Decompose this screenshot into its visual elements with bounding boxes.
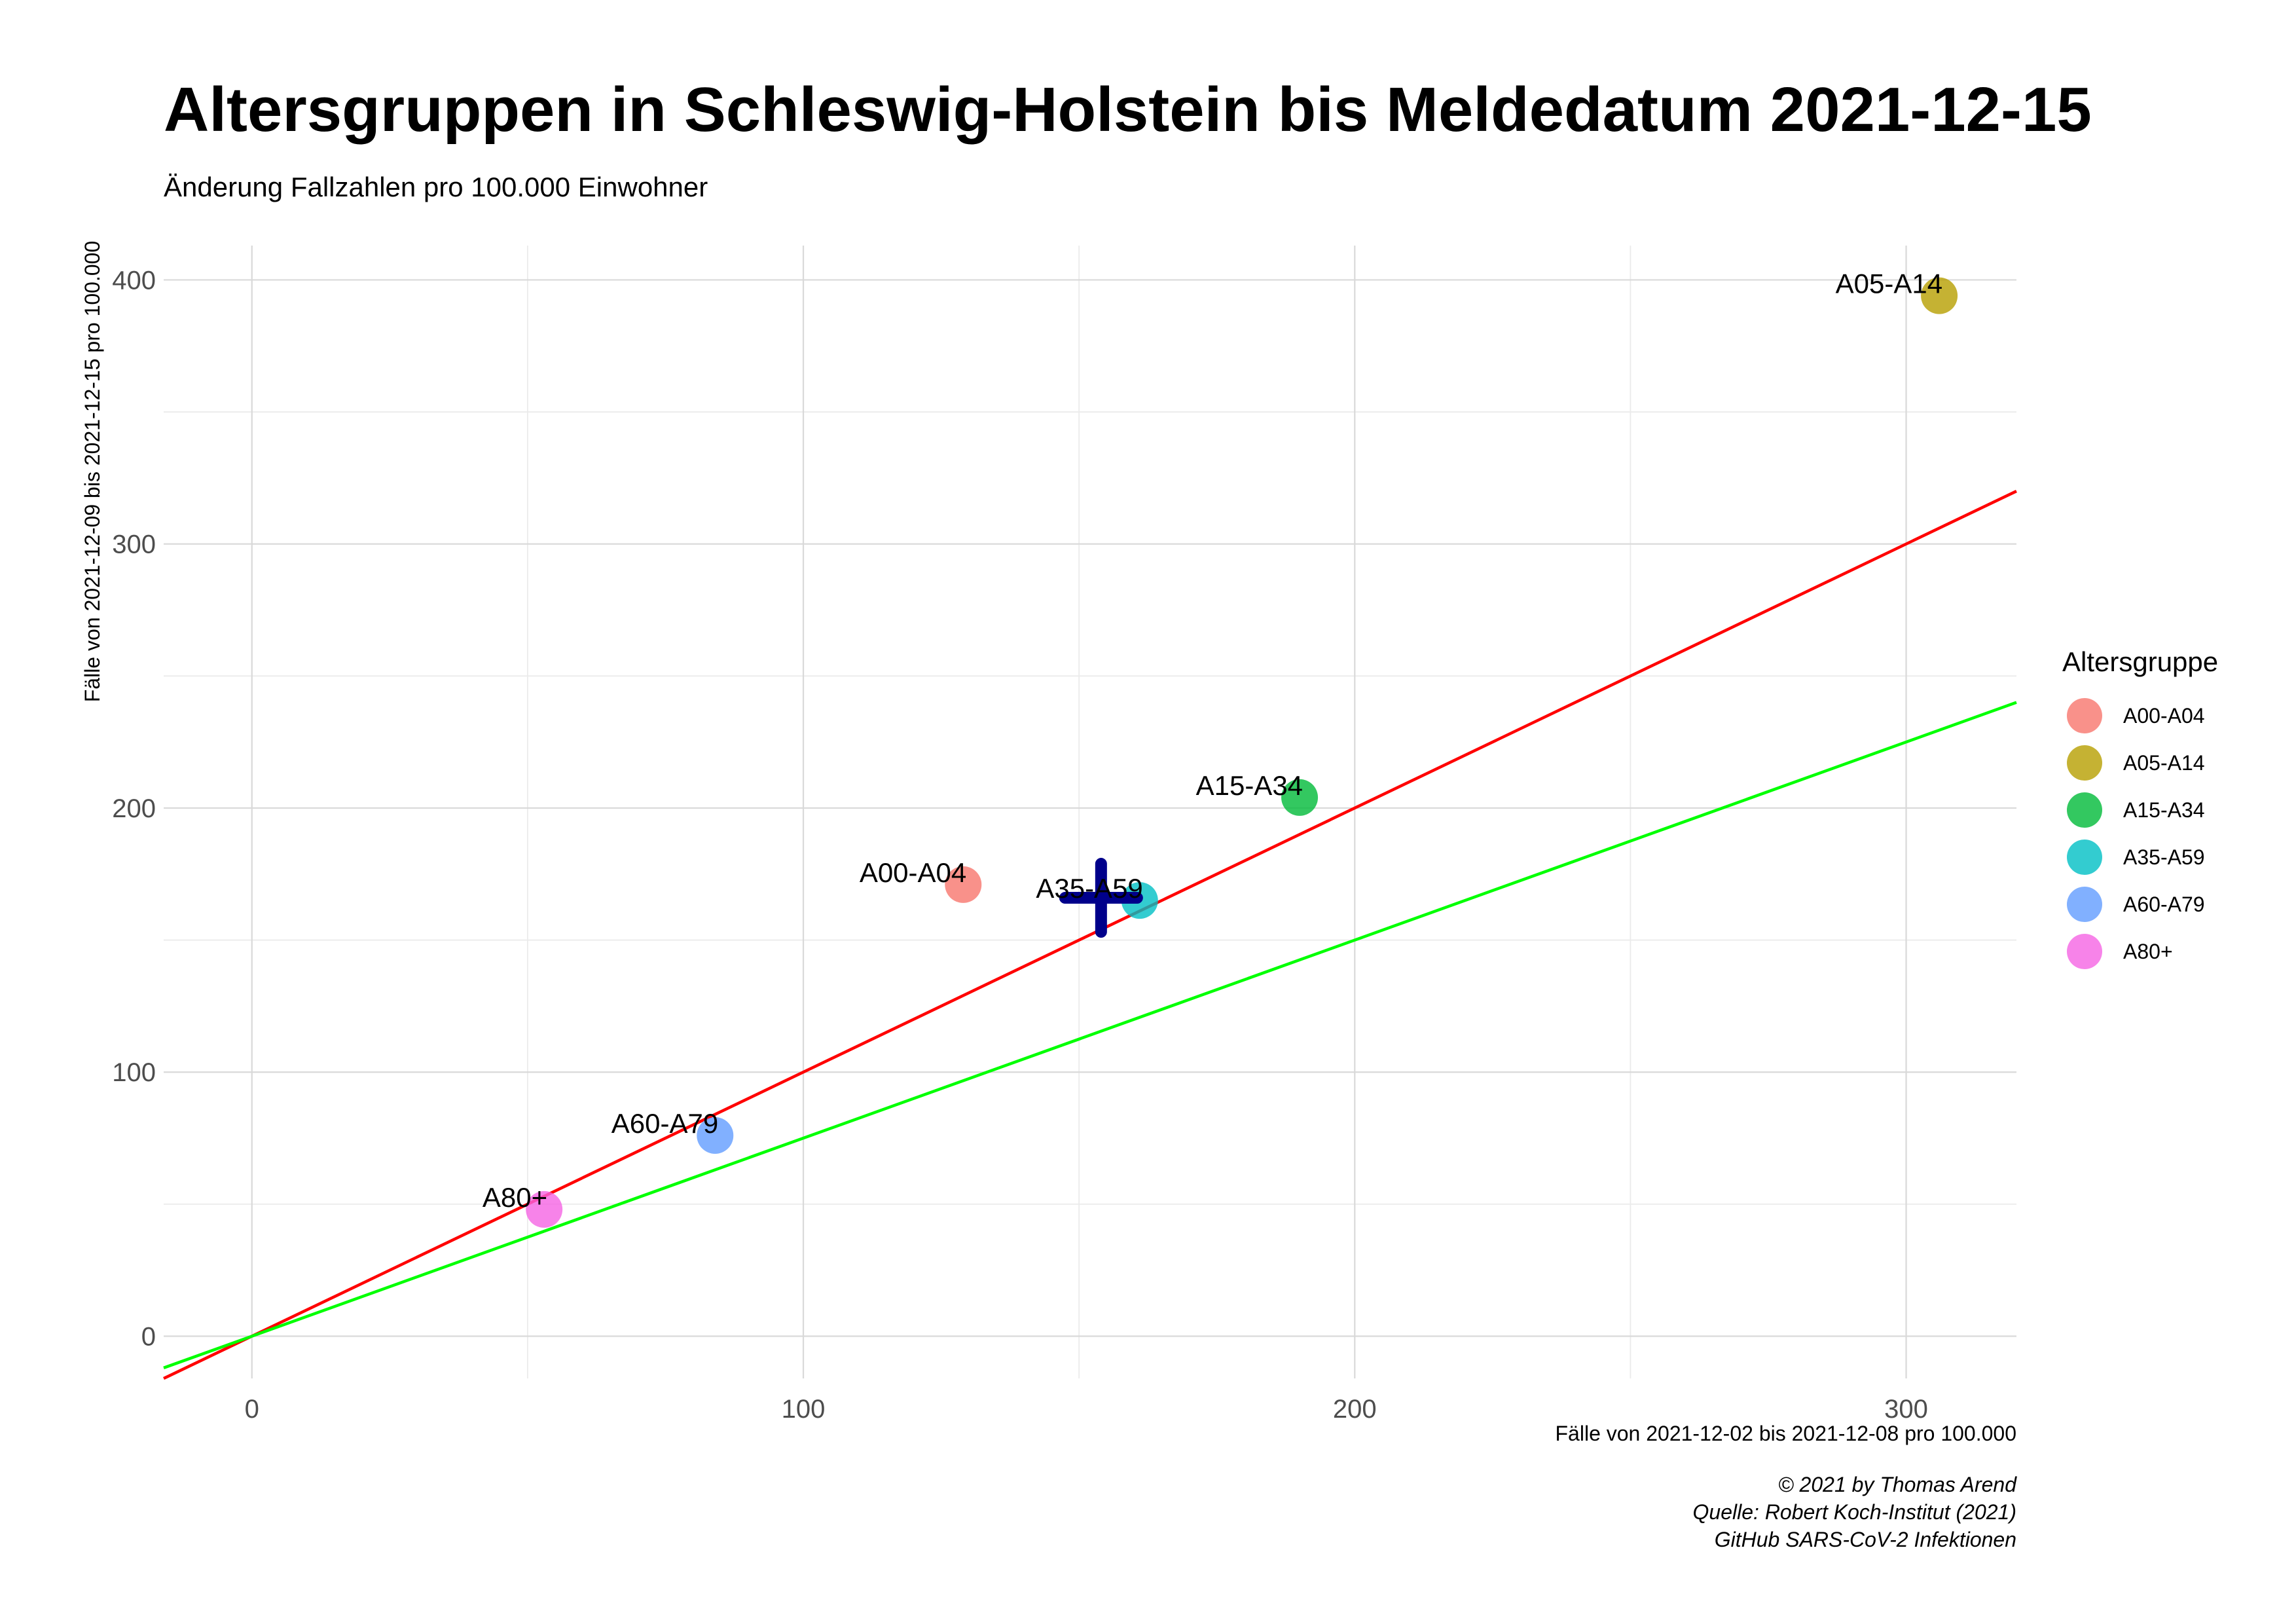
reference-lines	[163, 490, 2017, 1380]
y-tick-label: 400	[112, 266, 156, 295]
data-point	[1281, 779, 1319, 816]
legend-key	[2067, 887, 2102, 922]
legend-key	[2067, 840, 2102, 875]
point-label: A60-A79	[611, 1108, 718, 1139]
legend-label: A35-A59	[2123, 845, 2205, 869]
data-point	[1921, 277, 1958, 314]
legend-key	[2067, 745, 2102, 781]
y-tick-label: 300	[112, 530, 156, 559]
caption-line-3: GitHub SARS-CoV-2 Infektionen	[1715, 1528, 2016, 1551]
legend-label: A60-A79	[2123, 893, 2205, 916]
caption: © 2021 by Thomas Arend Quelle: Robert Ko…	[1693, 1473, 2018, 1551]
data-point	[526, 1190, 563, 1228]
legend-key	[2067, 698, 2102, 733]
point-label: A15-A34	[1196, 770, 1303, 801]
chart-title: Altersgruppen in Schleswig-Holstein bis …	[164, 75, 2092, 145]
reference-line-red	[163, 490, 2017, 1380]
legend-key	[2067, 934, 2102, 969]
x-tick-label: 300	[1884, 1395, 1928, 1424]
point-labels: A00-A04 A05-A14 A15-A34 A35-A59 A60-A79 A80+	[483, 268, 1942, 1213]
axis-ticks: 0 100 200 300 0 100 200 300 400	[112, 266, 1928, 1424]
point-label: A35-A59	[1036, 873, 1142, 904]
point-label: A80+	[483, 1182, 547, 1213]
caption-line-1: © 2021 by Thomas Arend	[1778, 1473, 2017, 1496]
data-point	[945, 866, 982, 903]
chart-subtitle: Änderung Fallzahlen pro 100.000 Einwohne…	[164, 172, 708, 202]
x-tick-label: 100	[782, 1395, 826, 1424]
legend-label: A15-A34	[2123, 798, 2205, 822]
y-tick-label: 0	[141, 1322, 156, 1351]
data-points	[526, 277, 1958, 1228]
legend-label: A80+	[2123, 940, 2173, 963]
grid	[164, 246, 2016, 1378]
point-label: A00-A04	[860, 857, 966, 888]
legend: Altersgruppe A00-A04 A05-A14 A15-A34 A35-A5…	[2062, 646, 2218, 969]
y-tick-label: 200	[112, 794, 156, 823]
y-tick-label: 100	[112, 1058, 156, 1087]
legend-label: A05-A14	[2123, 751, 2205, 775]
legend-key	[2067, 792, 2102, 828]
x-tick-label: 0	[245, 1395, 259, 1424]
overall-marker	[1059, 858, 1143, 938]
point-label: A05-A14	[1836, 268, 1942, 299]
data-point	[697, 1116, 734, 1154]
caption-line-2: Quelle: Robert Koch-Institut (2021)	[1693, 1500, 2016, 1524]
y-axis-label: Fälle von 2021-12-09 bis 2021-12-15 pro …	[81, 241, 104, 703]
legend-label: A00-A04	[2123, 704, 2205, 728]
x-axis-label: Fälle von 2021-12-02 bis 2021-12-08 pro …	[1556, 1422, 2017, 1445]
legend-title: Altersgruppe	[2062, 646, 2218, 677]
reference-line-green	[163, 701, 2017, 1369]
x-tick-label: 200	[1333, 1395, 1377, 1424]
